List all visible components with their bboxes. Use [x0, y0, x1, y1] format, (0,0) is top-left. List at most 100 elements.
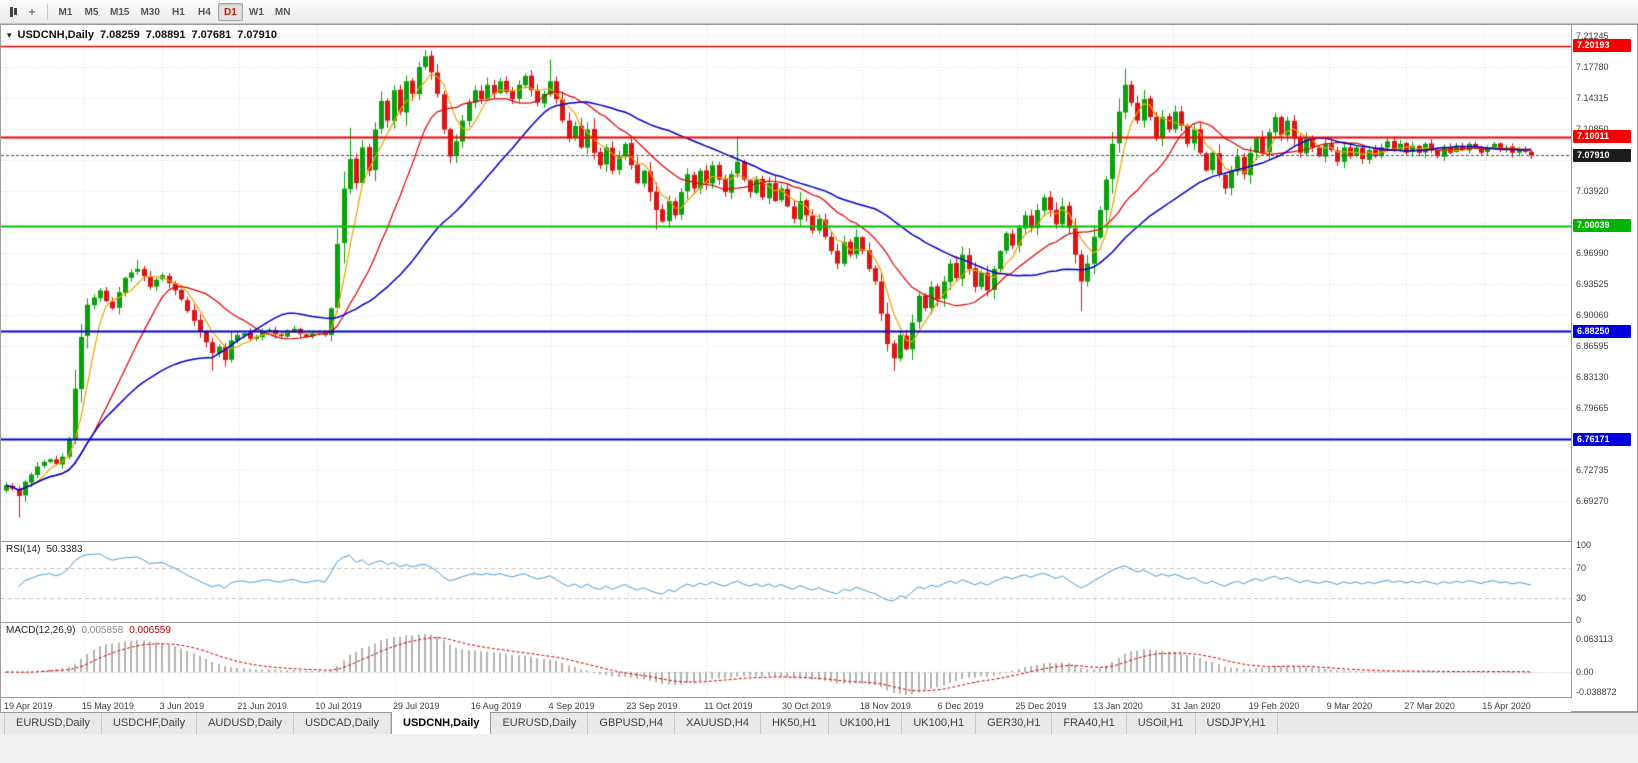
chart-tab-usdjpy-h1[interactable]: USDJPY,H1	[1196, 713, 1278, 734]
rsi-scale-label: 100	[1576, 540, 1592, 550]
price-scale-label: 7.10850	[1576, 124, 1609, 134]
timeframe-button-mn[interactable]: MN	[274, 6, 291, 18]
chart-tab-gbpusd-h4[interactable]: GBPUSD,H4	[588, 713, 675, 734]
date-axis-label: 15 May 2019	[81, 701, 134, 711]
rsi-label: RSI(14) 50.3383	[6, 544, 83, 555]
price-scale-label: 6.79665	[1576, 402, 1609, 413]
rsi-scale-label: 70	[1576, 562, 1587, 573]
macd-signal-value: 0.006559	[129, 625, 171, 636]
status-area	[0, 734, 1638, 763]
timeframe-button-w1[interactable]: W1	[248, 6, 264, 18]
chart-tab-usdcnh-daily[interactable]: USDCNH,Daily	[391, 712, 492, 734]
date-axis-label: 4 Sep 2019	[548, 701, 595, 711]
chart-tab-audusd-daily[interactable]: AUDUSD,Daily	[197, 713, 295, 734]
price-tag: 6.88250	[1573, 324, 1631, 338]
charts-icon[interactable]	[4, 3, 22, 21]
chart-tab-fra40-h1[interactable]: FRA40,H1	[1052, 713, 1127, 734]
chart-tab-eurusd-daily[interactable]: EURUSD,Daily	[491, 713, 589, 734]
macd-name: MACD(12,26,9)	[6, 625, 76, 636]
ohlc-low: 7.07681	[191, 29, 232, 41]
date-axis-label: 25 Dec 2019	[1015, 701, 1067, 711]
macd-scale-label: 0.063113	[1576, 633, 1613, 644]
timeframe-button-d1[interactable]: D1	[217, 2, 243, 21]
ohlc-open: 7.08259	[99, 29, 140, 41]
date-axis-label: 19 Apr 2019	[4, 701, 53, 711]
chart-tab-usoil-h1[interactable]: USOil,H1	[1127, 713, 1196, 734]
price-scale-label: 7.17780	[1576, 62, 1609, 73]
crosshair-icon[interactable]: +	[28, 4, 36, 19]
chart-tab-usdchf-daily[interactable]: USDCHF,Daily	[102, 713, 198, 734]
chart-symbol-label: USDCNH,Daily	[17, 29, 94, 41]
toolbar-separator	[47, 3, 48, 20]
chart-tab-bar: EURUSD,Daily USDCHF,Daily AUDUSD,Daily USDC…	[0, 712, 1638, 734]
date-axis-label: 29 Jul 2019	[393, 701, 440, 711]
price-scale-label: 6.93525	[1576, 278, 1609, 289]
date-axis-label: 23 Sep 2019	[626, 701, 678, 711]
rsi-scale-label: 0	[1576, 615, 1582, 625]
timeframe-button-group: M1 M5 M15 M30 H1 H4 D1 W1 MN	[53, 2, 295, 21]
pane-separator[interactable]	[1, 541, 1571, 542]
main-price-chart[interactable]	[1, 25, 1571, 541]
timeframe-button-m15[interactable]: M15	[110, 6, 130, 18]
date-axis-label: 31 Jan 2020	[1171, 701, 1221, 711]
date-axis[interactable]: 19 Apr 2019 15 May 2019 3 Jun 2019 21 Jun 2…	[1, 698, 1571, 713]
date-axis-label: 13 Jan 2020	[1093, 701, 1143, 711]
price-scale-label: 7.21245	[1576, 31, 1609, 42]
chart-tab-hk50-h1[interactable]: HK50,H1	[761, 713, 829, 734]
timeframe-button-h4[interactable]: H4	[198, 6, 211, 18]
price-tag: 6.76171	[1573, 432, 1631, 446]
charts-icon-bar	[13, 8, 17, 15]
top-toolbar: + M1 M5 M15 M30 H1 H4 D1 W1 MN	[0, 0, 1638, 24]
timeframe-button-m30[interactable]: M30	[140, 6, 160, 18]
rsi-indicator-pane[interactable]	[1, 542, 1571, 622]
date-axis-label: 11 Oct 2019	[704, 701, 753, 711]
price-scale-label: 6.72735	[1576, 464, 1609, 475]
chart-tab-uk100-h1[interactable]: UK100,H1	[902, 713, 977, 734]
rsi-value: 50.3383	[46, 544, 83, 555]
macd-scale-label: -0.038872	[1576, 687, 1617, 698]
timeframe-button-h1[interactable]: H1	[172, 6, 185, 18]
date-axis-label: 18 Nov 2019	[859, 701, 911, 711]
date-axis-label: 30 Oct 2019	[782, 701, 832, 711]
chart-tab-usdcad-daily[interactable]: USDCAD,Daily	[294, 713, 392, 734]
ohlc-close: 7.07910	[237, 29, 277, 41]
price-scale-divider	[1571, 25, 1572, 698]
chart-tab-eurusd-daily[interactable]: EURUSD,Daily	[4, 713, 102, 734]
pane-separator	[1, 697, 1571, 698]
price-tag: 7.00039	[1573, 219, 1631, 233]
date-axis-label: 10 Jul 2019	[315, 701, 362, 711]
macd-indicator-pane[interactable]	[1, 623, 1571, 697]
date-axis-label: 3 Jun 2019	[159, 701, 205, 711]
price-scale[interactable]: 7.21245 7.17780 7.14315 7.10850 7.03920 6.969…	[1572, 25, 1637, 711]
date-axis-label: 15 Apr 2020	[1482, 701, 1531, 711]
chart-tab-xauusd-h4[interactable]: XAUUSD,H4	[675, 713, 761, 734]
macd-main-value: 0.005858	[81, 625, 124, 636]
chart-window: ▾ USDCNH,Daily 7.08259 7.08891 7.07681 7…	[0, 24, 1638, 713]
chart-tab-ger30-h1[interactable]: GER30,H1	[976, 713, 1053, 734]
price-scale-label: 7.14315	[1576, 93, 1609, 104]
charts-icon-bar	[9, 6, 13, 17]
date-axis-label: 19 Feb 2020	[1248, 701, 1300, 711]
price-scale-label: 7.03920	[1576, 186, 1609, 197]
rsi-name: RSI(14)	[6, 544, 41, 555]
pane-separator[interactable]	[1, 622, 1571, 623]
date-axis-label: 6 Dec 2019	[937, 701, 984, 711]
chart-tab-uk100-h1[interactable]: UK100,H1	[829, 713, 903, 734]
price-scale-label: 6.96990	[1576, 247, 1609, 258]
price-scale-label: 6.90060	[1576, 309, 1609, 320]
date-axis-label: 21 Jun 2019	[237, 701, 287, 711]
price-tag: 7.07910	[1573, 148, 1631, 162]
price-tag: 7.10011	[1573, 130, 1631, 144]
date-axis-label: 16 Aug 2019	[470, 701, 522, 711]
date-axis-label: 9 Mar 2020	[1326, 701, 1373, 711]
timeframe-button-m5[interactable]: M5	[84, 6, 99, 18]
price-tag: 7.20193	[1573, 39, 1631, 53]
price-scale-label: 6.69270	[1576, 495, 1609, 506]
price-scale-label: 6.83130	[1576, 371, 1609, 382]
macd-scale-label: 0.00	[1576, 667, 1594, 677]
macd-label: MACD(12,26,9) 0.005858 0.006559	[6, 625, 171, 636]
ohlc-high: 7.08891	[145, 29, 186, 41]
rsi-scale-label: 30	[1576, 592, 1587, 603]
collapse-triangle-icon[interactable]: ▾	[7, 29, 12, 40]
timeframe-button-m1[interactable]: M1	[58, 6, 73, 18]
